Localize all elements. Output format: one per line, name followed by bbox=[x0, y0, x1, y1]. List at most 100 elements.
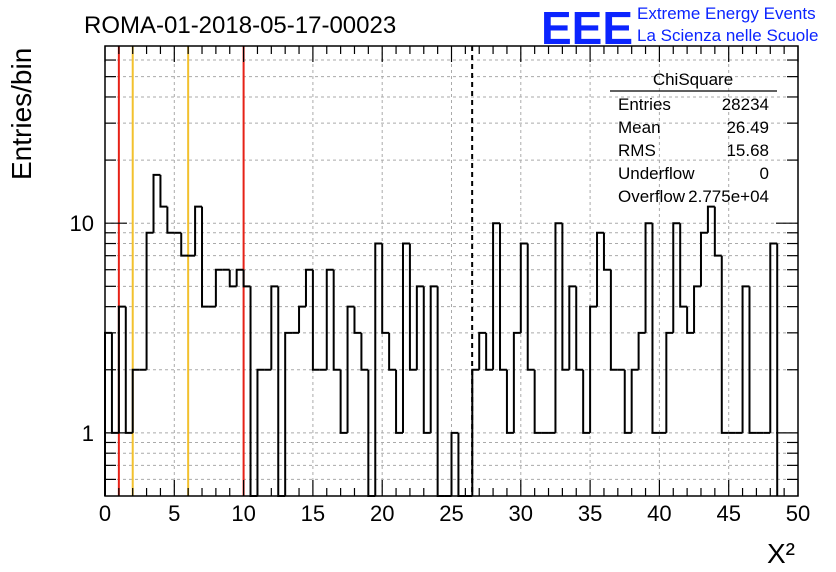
histogram-bin bbox=[589, 305, 598, 433]
histogram-bin bbox=[554, 222, 563, 433]
x-tick-label: 50 bbox=[786, 501, 810, 526]
x-axis-label: X² bbox=[767, 538, 795, 569]
histogram-bin bbox=[533, 369, 542, 434]
stats-row-value: 0 bbox=[760, 164, 769, 183]
histogram-steps bbox=[104, 173, 779, 497]
histogram-bin bbox=[519, 242, 528, 333]
eee-logo: EEE Extreme Energy Events La Scienza nel… bbox=[541, 2, 818, 54]
stats-row-value: 15.68 bbox=[726, 141, 769, 160]
histogram-bin bbox=[242, 269, 251, 288]
histogram-bin bbox=[304, 268, 313, 307]
histogram-bin bbox=[152, 173, 161, 233]
axis-ticks: 0 5 10 15 20 25 30 35 40 45 50 1 10 bbox=[70, 46, 810, 526]
x-tick-label: 40 bbox=[647, 501, 671, 526]
histogram-bin bbox=[609, 269, 618, 371]
histogram-bin bbox=[429, 285, 438, 433]
histogram-bin bbox=[256, 368, 265, 496]
histogram-bin bbox=[686, 306, 695, 334]
run-title: ROMA-01-2018-05-17-00023 bbox=[84, 12, 396, 39]
stats-row-label: Entries bbox=[618, 95, 671, 114]
histogram-bin bbox=[720, 255, 729, 434]
x-tick-label: 45 bbox=[716, 501, 740, 526]
histogram-bin bbox=[194, 205, 203, 256]
histogram-bin bbox=[228, 269, 237, 288]
histogram-bin bbox=[145, 231, 154, 370]
stats-row-value: 28234 bbox=[722, 95, 769, 114]
histogram-bin bbox=[637, 331, 646, 370]
histogram-bin bbox=[110, 332, 119, 434]
stats-row-value: 26.49 bbox=[726, 118, 769, 137]
histogram-bin bbox=[284, 331, 293, 496]
histogram-bin bbox=[325, 268, 334, 370]
histogram-bin bbox=[561, 223, 570, 371]
histogram-bin bbox=[596, 231, 604, 307]
histogram-bin bbox=[706, 205, 715, 233]
grid bbox=[105, 46, 798, 496]
x-tick-label: 20 bbox=[370, 501, 394, 526]
histogram-bin bbox=[575, 286, 584, 371]
stats-row-label: Underflow bbox=[618, 164, 695, 183]
histogram-bin bbox=[568, 285, 577, 370]
histogram-bin bbox=[651, 223, 660, 434]
histogram-bin bbox=[505, 369, 514, 434]
histogram-bin bbox=[159, 174, 168, 208]
histogram-bin bbox=[235, 268, 244, 287]
histogram-bin bbox=[644, 222, 653, 333]
histogram-bin bbox=[346, 305, 355, 433]
histogram-bin bbox=[311, 269, 320, 371]
x-tick-label: 30 bbox=[509, 501, 533, 526]
stats-row-value: 2.775e+04 bbox=[688, 187, 769, 206]
histogram-bin bbox=[374, 242, 383, 496]
histogram-bin bbox=[401, 242, 410, 433]
histogram-bin bbox=[277, 286, 286, 497]
histogram-bin bbox=[769, 242, 778, 433]
histogram-bin bbox=[388, 332, 397, 371]
histogram-bin bbox=[339, 369, 348, 434]
histogram-bin bbox=[104, 331, 112, 496]
histogram-bin bbox=[180, 232, 189, 257]
histogram-bin bbox=[672, 222, 681, 333]
histogram-bin bbox=[499, 223, 507, 371]
histogram-bin bbox=[214, 268, 223, 307]
histogram-bin bbox=[679, 223, 688, 308]
histogram-bin bbox=[693, 285, 701, 333]
histogram-bin bbox=[166, 206, 175, 234]
logo-line-2: La Scienza nelle Scuole bbox=[637, 26, 818, 45]
histogram-bin bbox=[249, 286, 258, 497]
histogram-bin bbox=[360, 332, 369, 371]
stats-row-label: Overflow bbox=[618, 187, 686, 206]
histogram-bin bbox=[492, 222, 501, 370]
histogram-bin bbox=[408, 243, 417, 371]
histogram-bin bbox=[602, 232, 611, 271]
x-tick-label: 5 bbox=[168, 501, 180, 526]
histogram-bin bbox=[512, 331, 521, 433]
histogram-bin bbox=[623, 369, 632, 434]
histogram-bin bbox=[131, 368, 140, 433]
stats-row-label: RMS bbox=[618, 141, 656, 160]
x-tick-label: 25 bbox=[439, 501, 463, 526]
histogram-bin bbox=[415, 285, 424, 370]
stats-title: ChiSquare bbox=[653, 70, 733, 89]
histogram-bin bbox=[699, 231, 708, 287]
histogram-bin bbox=[630, 368, 639, 433]
y-tick-label: 1 bbox=[82, 421, 94, 446]
histogram-bin bbox=[526, 243, 535, 371]
x-tick-label: 0 bbox=[99, 501, 111, 526]
x-tick-label: 15 bbox=[301, 501, 325, 526]
histogram-bin bbox=[478, 331, 487, 370]
histogram-bin bbox=[713, 206, 722, 257]
histogram-bin bbox=[748, 286, 757, 434]
histogram-bin bbox=[395, 369, 403, 434]
x-tick-label: 10 bbox=[231, 501, 255, 526]
histogram-bin bbox=[353, 306, 362, 334]
y-tick-label: 10 bbox=[70, 211, 94, 236]
logo-line-1: Extreme Energy Events bbox=[637, 4, 816, 23]
stats-box: ChiSquare Entries 28234 Mean 26.49 RMS 15.68 U… bbox=[610, 70, 777, 206]
histogram-bin bbox=[665, 331, 674, 433]
histogram-bin bbox=[422, 286, 431, 434]
histogram-bin bbox=[582, 369, 591, 434]
stats-row-label: Mean bbox=[618, 118, 661, 137]
histogram-bin bbox=[201, 206, 209, 308]
histogram-bin bbox=[741, 285, 750, 433]
